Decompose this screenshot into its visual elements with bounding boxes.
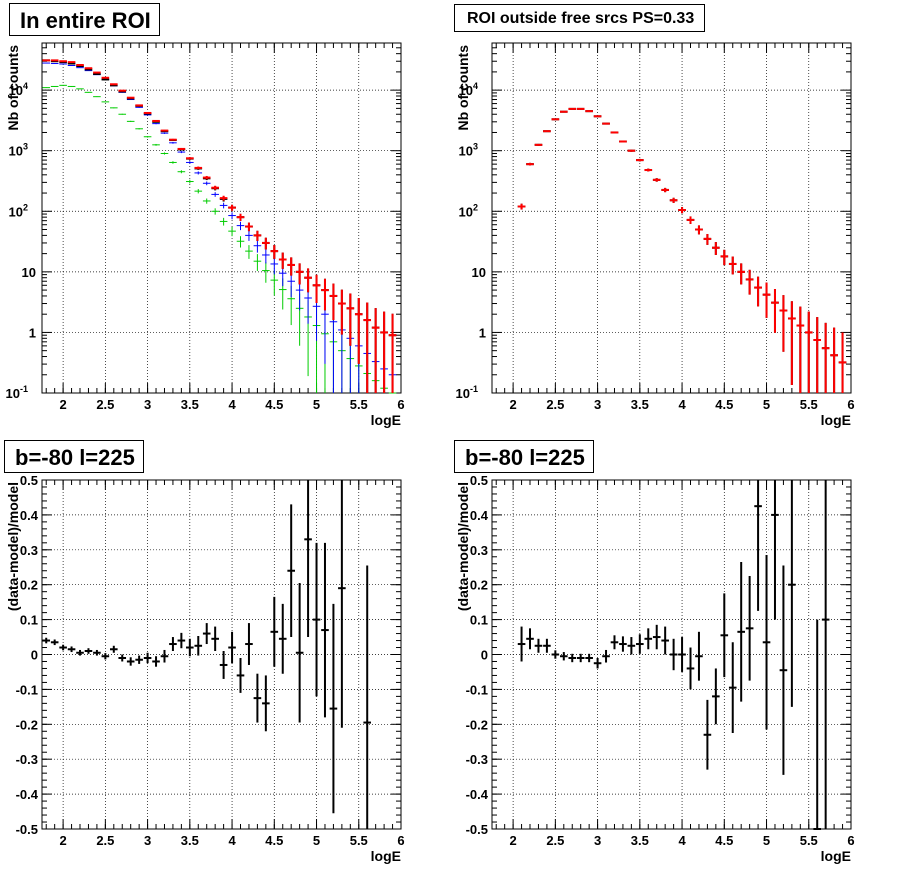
panel-title-bottom-left: b=-80 l=225 [4, 440, 144, 473]
y-tick-label: -0.2 [16, 717, 38, 732]
y-tick-label: -0.4 [16, 787, 39, 802]
x-tick-label: 3 [594, 397, 601, 412]
x-tick-label: 2 [60, 397, 67, 412]
y-tick-label: 0.5 [470, 473, 488, 488]
x-tick-label: 3 [144, 833, 151, 848]
x-tick-label: 5 [763, 833, 770, 848]
x-tick-label: 4 [678, 833, 686, 848]
y-tick-label: 10-1 [456, 384, 478, 401]
x-tick-label: 4.5 [265, 397, 283, 412]
y-tick-exponent: 2 [473, 202, 478, 212]
x-tick-label: 6 [847, 833, 854, 848]
x-tick-label: 4 [678, 397, 686, 412]
y-tick-label: -0.1 [16, 682, 38, 697]
x-tick-label: 2.5 [96, 397, 114, 412]
y-tick-label: 0.4 [470, 508, 489, 523]
y-axis-label: (data-model)/model [5, 482, 21, 611]
x-tick-label: 4.5 [715, 833, 733, 848]
chart-panel-4: 2 2.5 3 3.5 4 4.5 5 5.5 6 -0.5 -0.4 -0.3 -0.2 -0.1 0 0.… [455, 473, 855, 864]
y-tick-label: -0.4 [466, 787, 489, 802]
y-tick-label: 0.4 [20, 508, 39, 523]
y-tick-exponent: 3 [23, 142, 28, 152]
y-tick-label: 0.3 [20, 543, 38, 558]
x-tick-label: 2 [60, 833, 67, 848]
y-tick-label: 0 [31, 648, 38, 663]
y-tick-label: 1 [479, 325, 486, 340]
x-tick-label: 2 [510, 397, 517, 412]
y-tick-label: 0.3 [470, 543, 488, 558]
y-tick-label: 1 [29, 325, 36, 340]
y-tick-label: -0.5 [16, 822, 38, 837]
x-tick-label: 5 [313, 833, 320, 848]
x-axis-label: logE [371, 412, 401, 428]
x-tick-label: 2.5 [96, 833, 114, 848]
y-tick-label: 0.1 [470, 613, 488, 628]
y-tick-label: 102 [9, 202, 28, 219]
y-tick-exponent: -1 [470, 384, 478, 394]
x-tick-label: 3 [594, 833, 601, 848]
y-tick-label: -0.5 [466, 822, 488, 837]
x-tick-label: 4 [228, 397, 236, 412]
chart-panel-2: 2 2.5 3 3.5 4 4.5 5 5.5 610-1110102103104logENb … [455, 42, 855, 428]
x-tick-label: 5.5 [800, 397, 818, 412]
y-tick-exponent: 4 [473, 81, 478, 91]
x-tick-label: 5.5 [800, 833, 818, 848]
x-axis-label: logE [821, 848, 851, 864]
y-tick-label: -0.3 [16, 752, 38, 767]
chart-panel-3: 2 2.5 3 3.5 4 4.5 5 5.5 6 -0.5 -0.4 -0.3 -0.2 -0.1 0 0.… [5, 473, 405, 864]
y-tick-label: 103 [459, 142, 478, 159]
panel-title-top-right: ROI outside free srcs PS=0.33 [454, 4, 706, 32]
y-axis-label: (data-model)/model [455, 482, 471, 611]
y-tick-label: 10-1 [6, 384, 28, 401]
y-tick-label: -0.3 [466, 752, 488, 767]
y-tick-label: 10 [472, 265, 486, 280]
y-tick-label: 0.2 [470, 578, 488, 593]
x-axis-label: logE [821, 412, 851, 428]
plot-frame [491, 479, 852, 830]
plot-frame [41, 42, 402, 394]
x-tick-label: 4.5 [715, 397, 733, 412]
plot-frame [491, 42, 852, 394]
x-tick-label: 3.5 [631, 397, 649, 412]
x-tick-label: 4.5 [265, 833, 283, 848]
y-tick-label: 103 [9, 142, 28, 159]
x-tick-label: 6 [847, 397, 854, 412]
x-tick-label: 3.5 [181, 833, 199, 848]
plot-frame [41, 479, 402, 830]
y-tick-exponent: 3 [473, 142, 478, 152]
y-tick-label: 0.1 [20, 613, 38, 628]
y-tick-label: -0.1 [466, 682, 488, 697]
x-axis-label: logE [371, 848, 401, 864]
y-tick-exponent: 2 [23, 202, 28, 212]
chart-panel-1: 2 2.5 3 3.5 4 4.5 5 5.5 610-1110102103104logENb … [5, 42, 405, 428]
y-tick-label: -0.2 [466, 717, 488, 732]
x-tick-label: 5 [313, 397, 320, 412]
y-tick-label: 102 [459, 202, 478, 219]
y-tick-label: 0 [481, 648, 488, 663]
y-axis-label: Nb of counts [455, 45, 471, 131]
x-tick-label: 3 [144, 397, 151, 412]
x-tick-label: 2.5 [546, 397, 564, 412]
x-tick-label: 6 [397, 833, 404, 848]
x-tick-label: 5.5 [350, 397, 368, 412]
y-tick-exponent: 4 [23, 81, 28, 91]
x-tick-label: 3.5 [631, 833, 649, 848]
y-axis-label: Nb of counts [5, 45, 21, 131]
x-tick-label: 2.5 [546, 833, 564, 848]
x-tick-label: 2 [510, 833, 517, 848]
y-tick-label: 0.5 [20, 473, 38, 488]
panel-title-top-left: In entire ROI [9, 3, 160, 36]
panel-title-bottom-right: b=-80 l=225 [454, 440, 594, 473]
x-tick-label: 3.5 [181, 397, 199, 412]
x-tick-label: 4 [228, 833, 236, 848]
x-tick-label: 5 [763, 397, 770, 412]
y-tick-label: 10 [22, 265, 36, 280]
x-tick-label: 5.5 [350, 833, 368, 848]
y-tick-label: 0.2 [20, 578, 38, 593]
x-tick-label: 6 [397, 397, 404, 412]
y-tick-exponent: -1 [20, 384, 28, 394]
